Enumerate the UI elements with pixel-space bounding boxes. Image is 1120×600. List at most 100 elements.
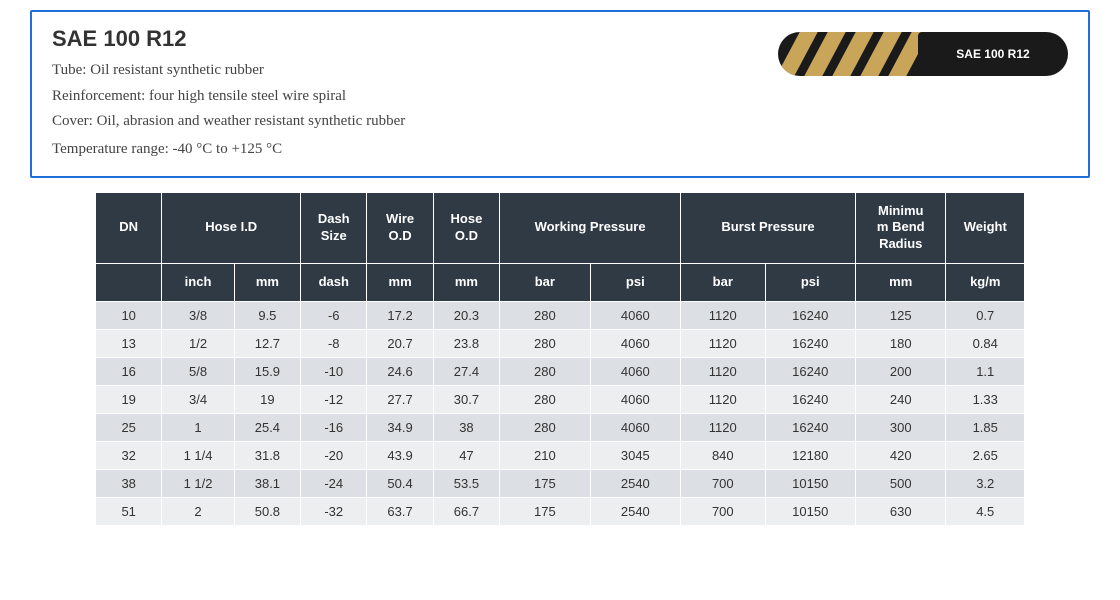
table-cell: 0.7 bbox=[946, 302, 1025, 330]
table-cell: 38 bbox=[433, 414, 499, 442]
table-cell: 700 bbox=[681, 470, 765, 498]
col-header: HoseO.D bbox=[433, 192, 499, 264]
table-cell: 630 bbox=[856, 498, 946, 526]
table-cell: 500 bbox=[856, 470, 946, 498]
col-header: Weight bbox=[946, 192, 1025, 264]
table-cell: 1.33 bbox=[946, 386, 1025, 414]
table-cell: 5/8 bbox=[162, 358, 234, 386]
table-cell: 1.1 bbox=[946, 358, 1025, 386]
table-cell: 2 bbox=[162, 498, 234, 526]
table-cell: 9.5 bbox=[234, 302, 300, 330]
table-cell: 0.84 bbox=[946, 330, 1025, 358]
table-cell: 53.5 bbox=[433, 470, 499, 498]
col-header: DashSize bbox=[301, 192, 367, 264]
hose-spiral-icon bbox=[778, 32, 928, 76]
table-cell: 280 bbox=[500, 386, 590, 414]
table-cell: 2.65 bbox=[946, 442, 1025, 470]
table-cell: -6 bbox=[301, 302, 367, 330]
table-cell: 4060 bbox=[590, 386, 680, 414]
table-cell: 1120 bbox=[681, 330, 765, 358]
table-cell: 16 bbox=[96, 358, 162, 386]
table-cell: 4.5 bbox=[946, 498, 1025, 526]
table-cell: 1120 bbox=[681, 358, 765, 386]
table-row: 103/89.5-617.220.328040601120162401250.7 bbox=[96, 302, 1025, 330]
table-cell: 10 bbox=[96, 302, 162, 330]
table-cell: 2540 bbox=[590, 470, 680, 498]
table-row: 51250.8-3263.766.71752540700101506304.5 bbox=[96, 498, 1025, 526]
table-cell: 3045 bbox=[590, 442, 680, 470]
table-cell: 50.4 bbox=[367, 470, 433, 498]
table-cell: 17.2 bbox=[367, 302, 433, 330]
table-cell: 700 bbox=[681, 498, 765, 526]
unit-header: mm bbox=[433, 264, 499, 302]
table-cell: 19 bbox=[234, 386, 300, 414]
table-cell: 2540 bbox=[590, 498, 680, 526]
table-cell: 4060 bbox=[590, 302, 680, 330]
col-header: DN bbox=[96, 192, 162, 264]
table-row: 381 1/238.1-2450.453.5175254070010150500… bbox=[96, 470, 1025, 498]
table-cell: 1 bbox=[162, 414, 234, 442]
table-cell: 1120 bbox=[681, 302, 765, 330]
table-cell: 4060 bbox=[590, 414, 680, 442]
table-cell: 1.85 bbox=[946, 414, 1025, 442]
table-cell: 63.7 bbox=[367, 498, 433, 526]
table-cell: 38 bbox=[96, 470, 162, 498]
table-cell: 25.4 bbox=[234, 414, 300, 442]
table-cell: -10 bbox=[301, 358, 367, 386]
table-cell: 420 bbox=[856, 442, 946, 470]
table-cell: 25 bbox=[96, 414, 162, 442]
table-cell: 19 bbox=[96, 386, 162, 414]
table-row: 25125.4-1634.93828040601120162403001.85 bbox=[96, 414, 1025, 442]
table-cell: 12180 bbox=[765, 442, 855, 470]
table-cell: 1 1/4 bbox=[162, 442, 234, 470]
table-cell: 16240 bbox=[765, 386, 855, 414]
table-cell: 1120 bbox=[681, 414, 765, 442]
table-cell: 1 1/2 bbox=[162, 470, 234, 498]
table-cell: 16240 bbox=[765, 302, 855, 330]
table-cell: 125 bbox=[856, 302, 946, 330]
table-header: DNHose I.DDashSizeWireO.DHoseO.DWorking … bbox=[96, 192, 1025, 302]
unit-header: psi bbox=[590, 264, 680, 302]
table-cell: 15.9 bbox=[234, 358, 300, 386]
table-cell: 840 bbox=[681, 442, 765, 470]
table-cell: 280 bbox=[500, 330, 590, 358]
table-cell: 4060 bbox=[590, 330, 680, 358]
table-cell: 1/2 bbox=[162, 330, 234, 358]
table-cell: 4060 bbox=[590, 358, 680, 386]
table-cell: 43.9 bbox=[367, 442, 433, 470]
unit-header: mm bbox=[367, 264, 433, 302]
table-row: 165/815.9-1024.627.428040601120162402001… bbox=[96, 358, 1025, 386]
unit-header: dash bbox=[301, 264, 367, 302]
table-cell: 38.1 bbox=[234, 470, 300, 498]
table-cell: 280 bbox=[500, 302, 590, 330]
product-header-box: SAE 100 R12 Tube: Oil resistant syntheti… bbox=[30, 10, 1090, 178]
table-cell: 10150 bbox=[765, 470, 855, 498]
col-header: Burst Pressure bbox=[681, 192, 856, 264]
table-cell: 3/4 bbox=[162, 386, 234, 414]
unit-header bbox=[96, 264, 162, 302]
table-row: 321 1/431.8-2043.9472103045840121804202.… bbox=[96, 442, 1025, 470]
table-cell: 280 bbox=[500, 358, 590, 386]
table-cell: 50.8 bbox=[234, 498, 300, 526]
table-cell: 34.9 bbox=[367, 414, 433, 442]
table-cell: 24.6 bbox=[367, 358, 433, 386]
unit-header: mm bbox=[856, 264, 946, 302]
unit-header: mm bbox=[234, 264, 300, 302]
table-cell: 51 bbox=[96, 498, 162, 526]
hose-product-image: SAE 100 R12 bbox=[778, 26, 1068, 82]
table-cell: 180 bbox=[856, 330, 946, 358]
table-cell: 20.7 bbox=[367, 330, 433, 358]
specifications-table: DNHose I.DDashSizeWireO.DHoseO.DWorking … bbox=[95, 192, 1025, 527]
table-cell: 3/8 bbox=[162, 302, 234, 330]
unit-header: bar bbox=[500, 264, 590, 302]
col-header: WireO.D bbox=[367, 192, 433, 264]
table-row: 193/419-1227.730.728040601120162402401.3… bbox=[96, 386, 1025, 414]
table-cell: -24 bbox=[301, 470, 367, 498]
table-cell: 16240 bbox=[765, 330, 855, 358]
table-cell: 1120 bbox=[681, 386, 765, 414]
table-cell: -8 bbox=[301, 330, 367, 358]
table-cell: 175 bbox=[500, 470, 590, 498]
table-cell: 280 bbox=[500, 414, 590, 442]
unit-header: psi bbox=[765, 264, 855, 302]
table-row: 131/212.7-820.723.828040601120162401800.… bbox=[96, 330, 1025, 358]
